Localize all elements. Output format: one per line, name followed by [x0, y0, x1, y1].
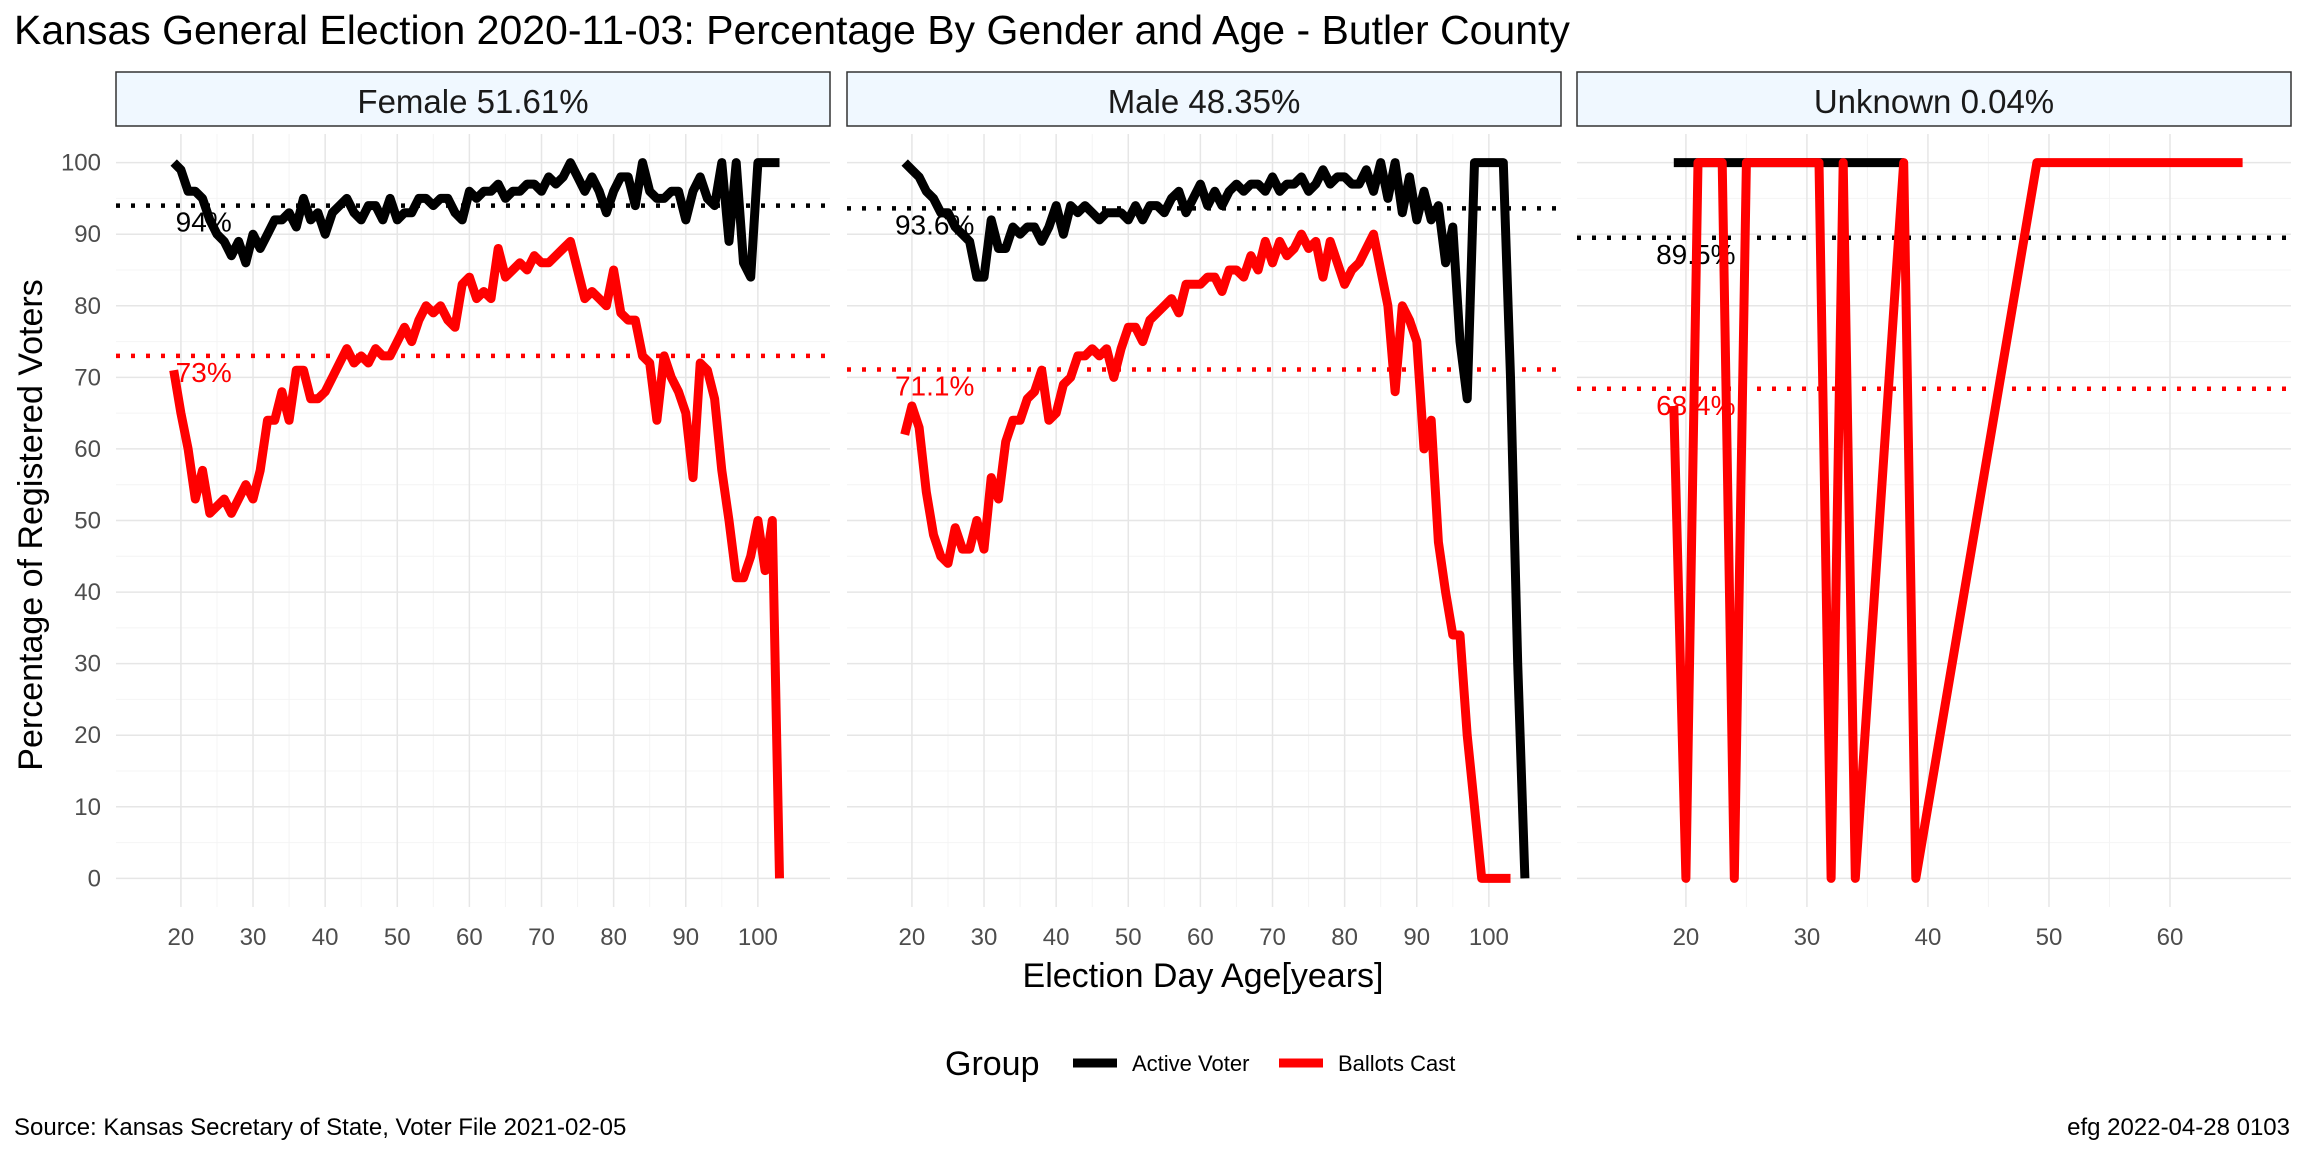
series-line-ballots-cast [169, 236, 784, 879]
x-tick-label: 100 [1469, 924, 1509, 951]
reference-label-ballots-cast: 71.1% [895, 370, 974, 401]
panels: Female 51.61% 20 30 40 50 60 70 80 90 100 0 10 20 30 4… [61, 71, 2292, 951]
credit-caption: efg 2022-04-28 0103 [2067, 1114, 2290, 1141]
x-tick-label: 60 [1187, 924, 1214, 951]
x-tick-label: 60 [2157, 924, 2184, 951]
series-line-active-voter [170, 158, 780, 282]
x-tick-label: 30 [1794, 924, 1821, 951]
x-tick-label: 60 [456, 924, 483, 951]
x-tick-label: 40 [1915, 924, 1942, 951]
x-tick-label: 20 [899, 924, 926, 951]
panel-strip [115, 71, 831, 127]
x-tick-label: 80 [1331, 924, 1358, 951]
x-tick-label: 50 [384, 924, 411, 951]
panel-strip-label: Female 51.61% [357, 83, 588, 120]
x-tick-label: 30 [240, 924, 267, 951]
x-tick-label: 20 [168, 924, 195, 951]
legend-title: Group [945, 1045, 1040, 1083]
x-tick-label: 40 [312, 924, 339, 951]
legend: Group Active Voter Ballots Cast [945, 1045, 1455, 1083]
x-axis-label: Election Day Age[years] [1023, 957, 1384, 995]
x-tick-label: 50 [2036, 924, 2063, 951]
y-tick-label: 50 [74, 508, 101, 535]
x-tick-label: 90 [1403, 924, 1430, 951]
x-tick-label: 20 [1673, 924, 1700, 951]
y-tick-label: 10 [74, 794, 101, 821]
y-tick-label: 40 [74, 579, 101, 606]
series-line-ballots-cast [1669, 158, 2243, 883]
panel-strip-label: Male 48.35% [1108, 83, 1301, 120]
legend-label-active-voter: Active Voter [1132, 1051, 1249, 1076]
x-tick-label: 70 [528, 924, 555, 951]
y-tick-label: 30 [74, 651, 101, 678]
y-tick-label: 90 [74, 221, 101, 248]
x-tick-label: 80 [600, 924, 627, 951]
x-tick-label: 50 [1115, 924, 1142, 951]
legend-label-ballots-cast: Ballots Cast [1338, 1051, 1455, 1076]
chart-title: Kansas General Election 2020-11-03: Perc… [14, 7, 1570, 53]
panel-female-51-61: Female 51.61% 20 30 40 50 60 70 80 90 100 0 10 20 30 4… [61, 71, 831, 951]
y-axis-label: Percentage of Registered Voters [12, 279, 50, 770]
x-tick-label: 100 [738, 924, 778, 951]
y-tick-label: 100 [61, 150, 101, 177]
panel-strip [846, 71, 1562, 127]
x-tick-label: 30 [971, 924, 998, 951]
y-tick-label: 70 [74, 364, 101, 391]
panel-strip-label: Unknown 0.04% [1814, 83, 2054, 120]
x-tick-label: 70 [1259, 924, 1286, 951]
series-line-active-voter [901, 158, 1530, 879]
series-line-ballots-cast [900, 229, 1511, 883]
reference-label-ballots-cast: 73% [176, 357, 232, 388]
x-tick-label: 90 [672, 924, 699, 951]
y-tick-label: 20 [74, 722, 101, 749]
source-caption: Source: Kansas Secretary of State, Voter… [14, 1114, 626, 1141]
x-tick-label: 40 [1043, 924, 1070, 951]
y-tick-label: 60 [74, 436, 101, 463]
y-tick-label: 80 [74, 293, 101, 320]
panel-strip [1576, 71, 2292, 127]
y-tick-label: 0 [88, 865, 101, 892]
